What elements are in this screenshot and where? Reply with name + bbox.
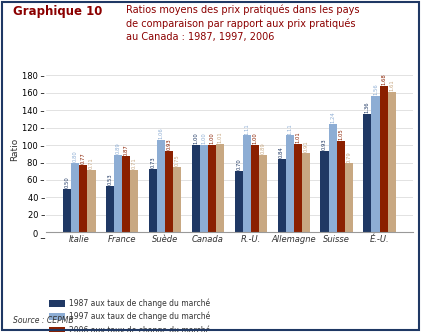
Bar <box>371 96 380 232</box>
Bar <box>286 135 294 232</box>
Bar <box>192 145 200 232</box>
Text: 0.53: 0.53 <box>107 174 112 185</box>
Bar <box>302 153 310 232</box>
Bar <box>328 124 337 232</box>
Text: 1.00: 1.00 <box>253 132 258 144</box>
Text: 1.24: 1.24 <box>330 112 335 123</box>
Bar <box>251 145 259 232</box>
Bar <box>345 163 353 232</box>
Bar <box>122 156 131 232</box>
Bar <box>71 162 79 232</box>
Text: 0.71: 0.71 <box>89 158 94 170</box>
Text: 0.80: 0.80 <box>73 150 78 162</box>
Text: 1.36: 1.36 <box>365 101 370 113</box>
Text: 1.00: 1.00 <box>210 132 215 144</box>
Text: 1.11: 1.11 <box>287 123 292 134</box>
Bar <box>114 155 122 232</box>
Bar <box>165 151 173 232</box>
Text: Graphique 10: Graphique 10 <box>13 5 102 18</box>
Bar <box>216 144 224 232</box>
Bar <box>157 140 165 232</box>
Text: 1.01: 1.01 <box>296 131 301 143</box>
Bar <box>363 114 371 232</box>
Bar <box>337 141 345 232</box>
Text: 0.79: 0.79 <box>346 151 352 162</box>
Bar <box>88 170 96 232</box>
Text: 0.71: 0.71 <box>132 158 137 170</box>
Text: 0.91: 0.91 <box>304 140 309 152</box>
Bar <box>234 171 243 232</box>
Text: 1.56: 1.56 <box>373 83 378 95</box>
Text: 1.68: 1.68 <box>381 73 386 85</box>
Bar <box>79 165 88 232</box>
Bar <box>320 151 328 232</box>
Bar <box>208 145 216 232</box>
Bar <box>106 186 114 232</box>
Bar <box>63 189 71 232</box>
Text: 0.87: 0.87 <box>124 144 129 155</box>
Bar <box>259 155 267 232</box>
Bar <box>149 169 157 232</box>
Text: 0.93: 0.93 <box>167 139 172 150</box>
Bar <box>388 92 396 232</box>
Bar <box>294 144 302 232</box>
Text: 0.73: 0.73 <box>150 156 155 168</box>
Bar <box>131 170 139 232</box>
Text: 0.75: 0.75 <box>175 154 180 166</box>
Text: 0.50: 0.50 <box>64 176 69 188</box>
Text: 1.11: 1.11 <box>244 123 249 134</box>
Text: 1.06: 1.06 <box>158 127 163 139</box>
Bar <box>173 167 181 232</box>
Bar <box>243 135 251 232</box>
Text: Ratios moyens des prix pratiqués dans les pays
de comparaison par rapport aux pr: Ratios moyens des prix pratiqués dans le… <box>126 5 360 42</box>
Text: 0.89: 0.89 <box>261 142 266 154</box>
Y-axis label: Ratio: Ratio <box>11 138 19 161</box>
Text: 1.05: 1.05 <box>338 128 343 140</box>
Bar <box>200 145 208 232</box>
Legend: 1987 aux taux de change du marché, 1997 aux taux de change du marché, 2006 aux t: 1987 aux taux de change du marché, 1997 … <box>46 295 213 332</box>
Text: 0.84: 0.84 <box>279 146 284 158</box>
Text: 0.77: 0.77 <box>81 152 86 164</box>
Bar <box>380 86 388 232</box>
Bar <box>277 159 286 232</box>
Text: 1.00: 1.00 <box>201 132 206 144</box>
Text: 1.61: 1.61 <box>389 79 394 91</box>
Text: Source : CEPMB: Source : CEPMB <box>13 316 73 325</box>
Text: 1.00: 1.00 <box>193 132 198 144</box>
Text: 1.01: 1.01 <box>218 131 223 143</box>
Text: 0.89: 0.89 <box>116 142 120 154</box>
Text: 0.70: 0.70 <box>236 159 241 170</box>
Text: 0.93: 0.93 <box>322 139 327 150</box>
